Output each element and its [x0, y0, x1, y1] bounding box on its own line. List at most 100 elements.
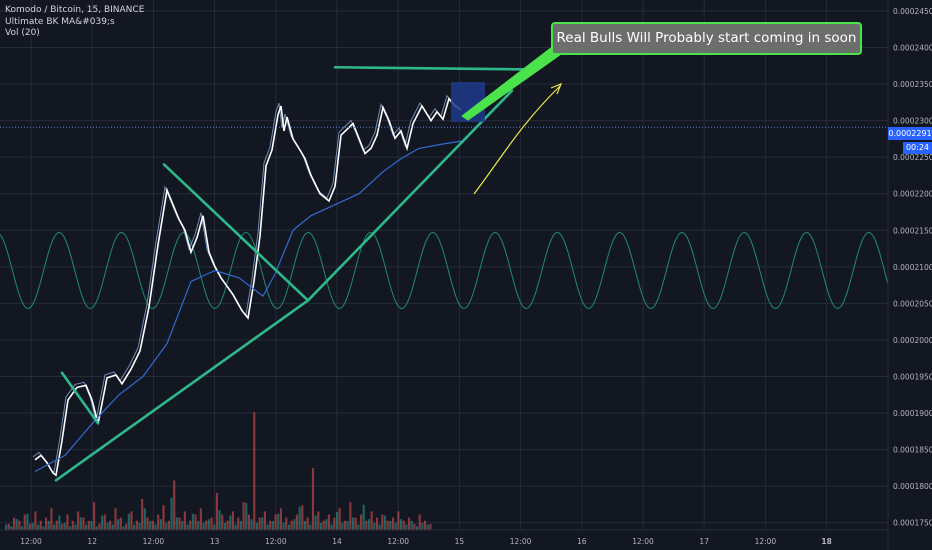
volume-bar-down	[71, 520, 74, 530]
volume-bar-up	[213, 524, 216, 530]
legend-volume: Vol (20)	[5, 28, 40, 38]
volume-bar-down	[189, 520, 192, 530]
volume-bar-up	[303, 521, 307, 530]
volume-bar-down	[258, 517, 261, 530]
volume-bar-up	[362, 504, 365, 530]
volume-bar-up	[223, 522, 226, 530]
volume-bar-up	[314, 515, 317, 530]
volume-bar-up	[63, 522, 66, 530]
volume-bar-down	[327, 514, 331, 530]
volume-bar-up	[133, 524, 136, 530]
y-tick-label: 0.0001850	[893, 446, 932, 455]
y-tick-label: 0.0002150	[893, 226, 932, 235]
volume-bar-down	[311, 468, 315, 530]
volume-bar-down	[365, 520, 368, 530]
price-line-thin	[32, 94, 460, 474]
volume-bar-down	[13, 517, 16, 530]
volume-bar-up	[335, 512, 339, 530]
volume-bar-down	[7, 523, 10, 530]
volume-bar-down	[306, 517, 309, 530]
volume-bar-up	[42, 526, 45, 530]
volume-bar-down	[194, 514, 197, 530]
y-tick-label: 0.0002350	[893, 80, 932, 89]
volume-bar-up	[271, 521, 275, 530]
volume-bar-up	[282, 522, 285, 530]
volume-bar-down	[55, 520, 58, 530]
volume-bar-down	[199, 508, 202, 530]
volume-bar-down	[338, 508, 341, 530]
volume-bar-down	[231, 511, 234, 530]
volume-bar-up	[170, 497, 173, 530]
volume-bar-up	[287, 524, 291, 530]
volume-bar-down	[39, 520, 42, 530]
volume-bar-up	[234, 524, 237, 530]
volume-bar-down	[423, 520, 427, 530]
volume-bar-down	[407, 517, 411, 530]
volume-bar-down	[157, 514, 160, 530]
volume-bar-down	[215, 492, 218, 530]
volume-bar-down	[359, 514, 363, 530]
volume-bar-down	[77, 511, 80, 530]
volume-bar-down	[274, 514, 277, 530]
volume-bar-up	[154, 524, 157, 530]
volume-bar-up	[47, 521, 50, 530]
volume-bar-down	[109, 520, 112, 530]
volume-bar-up	[383, 515, 387, 530]
volume-bar-up	[21, 526, 24, 530]
volume-bar-down	[290, 520, 293, 530]
volume-bar-down	[253, 412, 256, 530]
volume-bar-up	[79, 517, 82, 530]
x-tick-label: 12:00	[387, 537, 409, 546]
volume-bar-up	[351, 517, 355, 530]
volume-bar-up	[5, 524, 8, 530]
volume-bar-down	[333, 517, 336, 530]
volume-bar-up	[399, 519, 403, 530]
volume-bar-down	[343, 520, 347, 530]
volume-bar-up	[117, 519, 120, 530]
volume-bar-up	[90, 521, 93, 530]
volume-bar-up	[197, 521, 200, 530]
y-tick-label: 0.0002300	[893, 117, 932, 126]
volume-bar-down	[269, 520, 272, 530]
volume-bar-up	[330, 524, 333, 530]
volume-bar-down	[354, 517, 357, 530]
volume-bar-up	[26, 513, 29, 530]
volume-bar-up	[138, 522, 141, 530]
annotation-callout[interactable]: Real Bulls Will Probably start coming in…	[551, 22, 862, 55]
price-axis[interactable]: 0.00024500.00024000.00023500.00023000.00…	[887, 0, 932, 550]
volume-bar-up	[389, 521, 392, 530]
volume-bar-up	[415, 526, 419, 530]
volume-bar-down	[45, 517, 48, 530]
y-tick-label: 0.0001800	[893, 482, 932, 491]
volume-bar-down	[125, 523, 128, 530]
volume-bar-up	[298, 506, 301, 530]
volume-bar-down	[151, 520, 154, 530]
volume-bar-up	[101, 515, 104, 530]
annotation-overlay	[0, 43, 888, 195]
volume-bar-down	[23, 514, 26, 530]
volume-bar-down	[375, 517, 379, 530]
volume-bar-up	[277, 513, 280, 530]
volume-bar-up	[37, 524, 40, 530]
volume-bar-down	[66, 514, 69, 530]
y-tick-label: 0.0001900	[893, 409, 932, 418]
volume-bar-down	[242, 502, 245, 530]
volume-bar-up	[207, 519, 210, 530]
volume-bar-down	[226, 520, 229, 530]
volume-bar-up	[175, 517, 178, 530]
volume-bar-down	[247, 514, 250, 530]
volume-bar-down	[103, 514, 106, 530]
x-tick-label: 12:00	[20, 537, 42, 546]
volume-bar-down	[285, 517, 288, 530]
volume-bar-up	[261, 517, 264, 530]
volume-bar-up	[229, 515, 232, 530]
volume-bar-down	[98, 523, 101, 530]
up-arrow-line	[473, 85, 561, 195]
volume-bar-up	[346, 521, 349, 530]
volume-bar-down	[386, 520, 389, 530]
volume-bar-down	[146, 517, 149, 530]
volume-bar-up	[53, 524, 56, 530]
time-axis[interactable]: 12:00 12 12:00 13 12:00 14 12:00 15 12:00 16 12:00…	[0, 529, 888, 546]
volume-bar-down	[402, 520, 405, 530]
